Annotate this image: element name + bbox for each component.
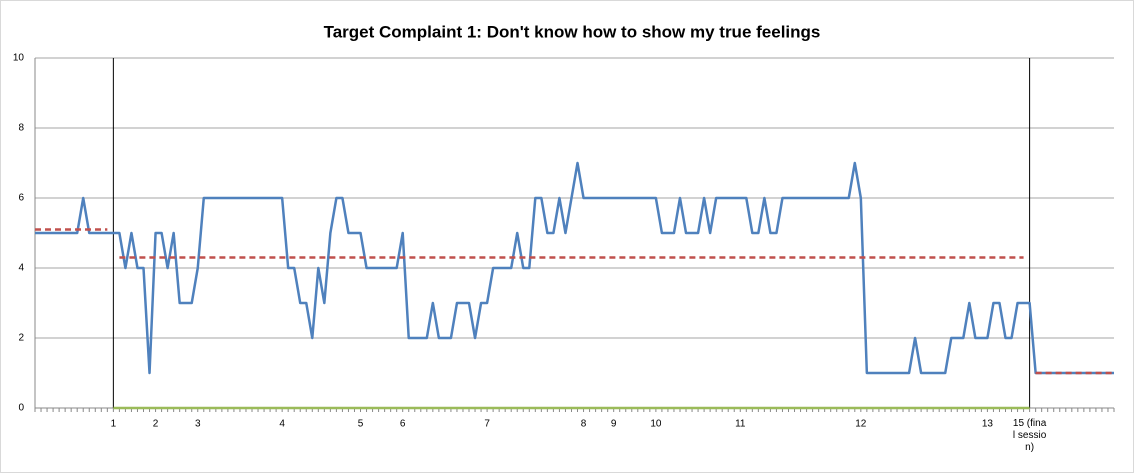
x-tick-label: 7 <box>484 419 490 430</box>
x-tick-label: 13 <box>982 419 994 430</box>
x-tick-label: 9 <box>611 419 617 430</box>
x-tick-label: 10 <box>650 419 662 430</box>
x-tick-label: 5 <box>358 419 364 430</box>
x-tick-label: 1 <box>111 419 117 430</box>
y-tick-label: 10 <box>13 53 25 64</box>
x-tick-label: 4 <box>279 419 285 430</box>
x-tick-label: 8 <box>581 419 587 430</box>
chart-title: Target Complaint 1: Don't know how to sh… <box>324 22 821 41</box>
y-tick-label: 6 <box>18 193 24 204</box>
x-tick-label: 15 (final session) <box>1012 418 1047 453</box>
x-tick-label: 11 <box>735 419 746 430</box>
x-tick-label: 12 <box>855 419 867 430</box>
series-line <box>35 161 1114 375</box>
y-tick-label: 0 <box>18 403 24 414</box>
x-tick-label: 6 <box>400 419 406 430</box>
x-tick-label: 3 <box>195 419 201 430</box>
y-tick-label: 2 <box>18 333 24 344</box>
y-tick-label: 4 <box>18 263 24 274</box>
x-tick-label: 2 <box>153 419 159 430</box>
y-tick-label: 8 <box>18 123 24 134</box>
